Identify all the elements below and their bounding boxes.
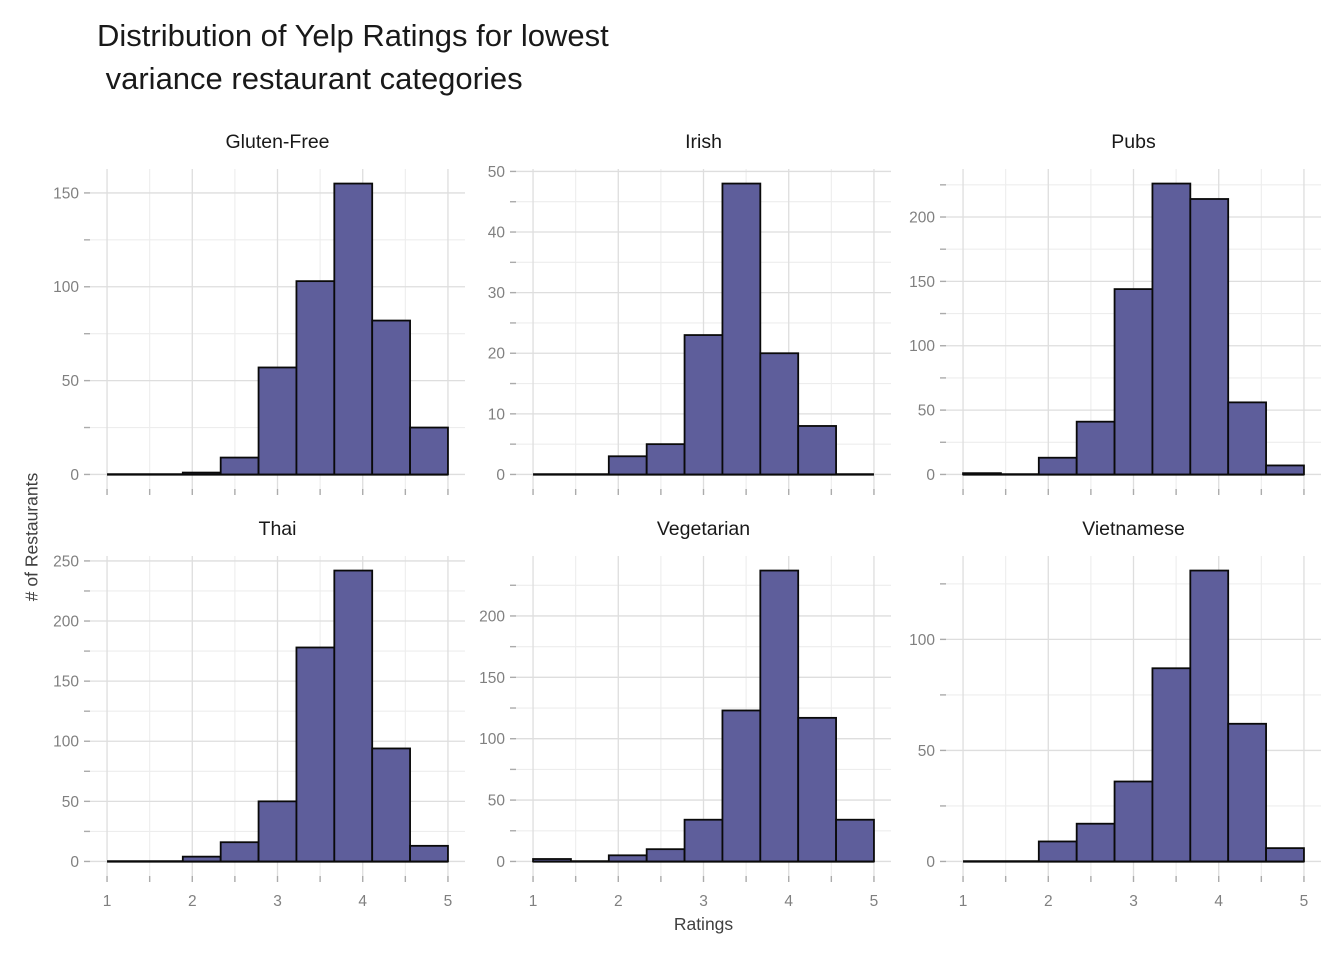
svg-text:100: 100 [53,279,79,296]
svg-text:200: 200 [909,209,935,226]
facet-title-gluten-free: Gluten-Free [225,131,330,153]
svg-text:0: 0 [926,467,935,484]
svg-text:3: 3 [273,893,282,910]
svg-text:250: 250 [53,553,79,570]
facet-title-irish: Irish [685,131,722,153]
svg-text:1: 1 [529,893,538,910]
svg-text:4: 4 [358,893,367,910]
svg-text:30: 30 [488,285,506,302]
svg-text:150: 150 [479,670,505,687]
svg-text:150: 150 [53,674,79,691]
facet-title-pubs: Pubs [1111,131,1156,153]
svg-text:50: 50 [62,794,80,811]
svg-text:0: 0 [926,854,935,871]
svg-text:50: 50 [62,373,80,390]
svg-text:40: 40 [488,224,506,241]
x-axis-title: Ratings [673,914,734,934]
svg-text:50: 50 [488,793,506,810]
svg-text:10: 10 [488,406,506,423]
svg-text:50: 50 [918,403,936,420]
chart-title: Distribution of Yelp Ratings for lowest … [97,14,609,100]
svg-text:200: 200 [53,613,79,630]
svg-text:100: 100 [479,731,505,748]
svg-text:4: 4 [784,893,793,910]
svg-text:100: 100 [909,338,935,355]
svg-text:2: 2 [614,893,623,910]
facet-title-vietnamese: Vietnamese [1082,518,1185,540]
chart-title-line-2: variance restaurant categories [97,61,523,96]
histogram-panel-pubs: 0 50 100 150 200 [909,169,1321,495]
svg-text:4: 4 [1214,893,1223,910]
svg-text:150: 150 [909,274,935,291]
svg-text:20: 20 [488,346,506,363]
facet-title-vegetarian: Vegetarian [656,518,751,540]
svg-text:5: 5 [444,893,453,910]
svg-text:0: 0 [70,467,79,484]
histogram-panel-vietnamese: 0 50 100 1 2 3 4 5 [909,556,1321,910]
y-axis-title-text: # of Restaurants [21,472,42,602]
svg-text:2: 2 [188,893,197,910]
svg-text:100: 100 [53,734,79,751]
facet-title-thai: Thai [258,518,297,540]
histogram-panel-thai: 0 50 100 150 200 250 1 2 3 4 5 [53,553,465,910]
svg-text:100: 100 [909,632,935,649]
svg-text:50: 50 [488,164,506,181]
histogram-panel-irish: 0 10 20 30 40 50 [488,164,891,495]
svg-text:5: 5 [1300,893,1309,910]
svg-text:1: 1 [103,893,112,910]
svg-text:0: 0 [70,854,79,871]
svg-text:5: 5 [870,893,879,910]
svg-text:0: 0 [496,467,505,484]
svg-text:150: 150 [53,185,79,202]
chart-title-line-1: Distribution of Yelp Ratings for lowest [97,18,609,53]
svg-text:3: 3 [699,893,708,910]
svg-text:2: 2 [1044,893,1053,910]
svg-text:3: 3 [1129,893,1138,910]
svg-text:200: 200 [479,608,505,625]
svg-text:1: 1 [959,893,968,910]
svg-text:50: 50 [918,743,936,760]
svg-text:0: 0 [496,854,505,871]
histogram-panel-gluten-free: 0 50 100 150 [53,169,465,495]
histogram-panel-vegetarian: 0 50 100 150 200 1 2 3 4 5 [479,556,891,910]
